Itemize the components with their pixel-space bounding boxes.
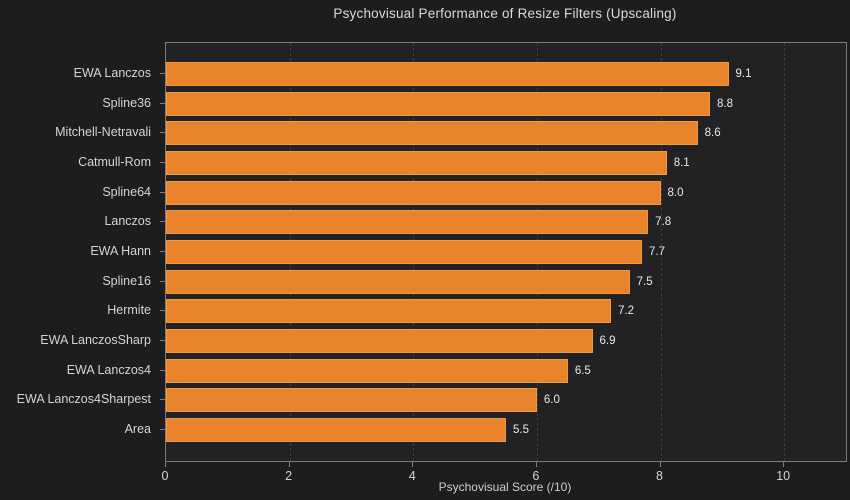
y-tick-label: Spline64: [102, 184, 151, 199]
x-tick-mark: [535, 462, 537, 467]
bar-value-label: 9.1: [735, 68, 752, 80]
bar-value-label: 7.5: [636, 275, 653, 288]
bar: [166, 418, 506, 443]
y-tick-mark: [160, 310, 165, 312]
gridline-x-10: [784, 43, 786, 461]
y-tick-mark: [160, 132, 165, 134]
bar-value-label: 8.0: [667, 186, 684, 199]
bar: [166, 91, 710, 116]
bar: [166, 299, 612, 324]
x-tick-label: 4: [408, 469, 416, 483]
x-tick-label: 10: [776, 469, 791, 483]
bar: [166, 180, 661, 205]
x-tick-mark: [783, 462, 785, 467]
x-tick-label: 8: [656, 469, 664, 483]
y-tick-label: Spline36: [102, 95, 151, 110]
y-tick-mark: [160, 251, 165, 253]
bar: [166, 240, 642, 265]
gridline-x-8: [660, 43, 662, 461]
y-tick-mark: [160, 162, 165, 163]
bar-value-label: 6.5: [574, 364, 591, 377]
bar-value-label: 8.1: [673, 157, 690, 169]
bar-value-label: 7.8: [655, 216, 672, 229]
x-tick-mark: [165, 462, 166, 467]
x-tick-mark: [659, 462, 661, 467]
bar: [166, 329, 593, 354]
bar-value-label: 8.6: [704, 127, 721, 140]
y-tick-label: EWA Lanczos4: [66, 362, 151, 377]
bar-value-label: 6.0: [543, 394, 560, 407]
x-tick-mark: [412, 462, 414, 467]
bar-value-label: 5.5: [513, 424, 529, 437]
bar: [166, 121, 698, 146]
bar: [166, 62, 729, 86]
y-tick-label: Hermite: [107, 303, 151, 318]
chart-title: Psychovisual Performance of Resize Filte…: [333, 6, 677, 21]
y-tick-mark: [160, 429, 165, 431]
bar-value-label: 8.8: [717, 97, 733, 110]
y-tick-mark: [160, 280, 165, 282]
bar-value-label: 6.9: [599, 335, 616, 348]
y-tick-mark: [160, 102, 165, 104]
y-tick-mark: [160, 191, 165, 193]
bar: [166, 269, 630, 294]
y-tick-mark: [160, 221, 165, 223]
bar: [166, 358, 568, 383]
y-tick-label: EWA Hann: [90, 244, 151, 259]
x-tick-label: 2: [285, 469, 293, 483]
y-tick-mark: [160, 340, 165, 342]
x-axis-label: Psychovisual Score (/10): [438, 480, 572, 494]
bar-value-label: 7.7: [649, 246, 665, 259]
y-tick-label: EWA LanczosSharp: [40, 333, 151, 348]
y-tick-mark: [160, 73, 165, 74]
y-tick-label: Area: [124, 422, 151, 437]
x-tick-label: 0: [161, 469, 169, 483]
y-tick-label: Catmull-Rom: [78, 155, 151, 169]
x-tick-mark: [288, 462, 290, 467]
y-tick-mark: [160, 399, 165, 401]
bar-value-label: 7.2: [618, 305, 635, 318]
y-tick-mark: [160, 369, 165, 371]
y-tick-label: Spline16: [102, 273, 151, 288]
x-tick-label: 6: [532, 469, 540, 483]
bar: [166, 388, 537, 413]
y-tick-label: EWA Lanczos: [73, 66, 151, 80]
y-tick-label: Mitchell-Netravali: [55, 125, 151, 140]
bar: [166, 151, 667, 175]
bar: [166, 210, 649, 235]
plot-area: 9.1 8.8 8.6 8.1 8.0 7.8 7.7 7.5 7.2 6.9 6.5 6.0 5.5: [165, 42, 847, 462]
y-tick-label: Lanczos: [104, 214, 151, 229]
y-tick-label: EWA Lanczos4Sharpest: [16, 392, 151, 407]
